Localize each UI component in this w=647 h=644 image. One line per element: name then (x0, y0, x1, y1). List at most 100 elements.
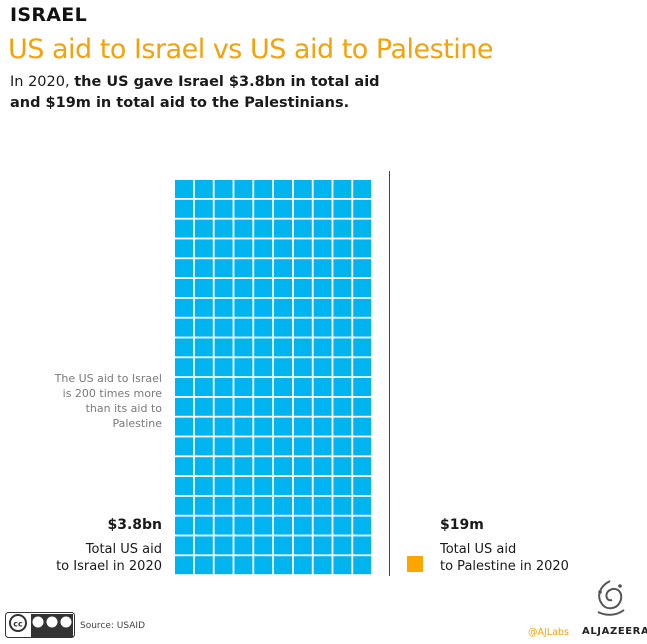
israel-waffle-square (234, 259, 253, 278)
israel-waffle-square (254, 338, 273, 357)
israel-waffle-square (234, 318, 253, 337)
israel-waffle-square (234, 477, 253, 495)
israel-waffle-square (274, 259, 292, 278)
israel-waffle-square (214, 378, 233, 396)
israel-waffle-square (254, 536, 273, 555)
israel-waffle-square (214, 318, 233, 337)
israel-waffle-square (274, 437, 292, 456)
israel-waffle-square (313, 496, 332, 515)
palestine-square (407, 556, 423, 572)
palestine-label: Total US aid to Palestine in 2020 (440, 541, 569, 575)
israel-waffle-square (293, 516, 312, 535)
israel-waffle-square (175, 259, 193, 278)
israel-waffle-square (214, 298, 233, 317)
annotation-line: is 200 times more (62, 387, 162, 400)
israel-waffle-square (313, 457, 332, 476)
israel-waffle-square (293, 279, 312, 297)
israel-waffle-square (254, 457, 273, 476)
israel-waffle-square (333, 417, 352, 436)
israel-waffle-square (333, 219, 352, 238)
israel-waffle-square (254, 417, 273, 436)
israel-waffle-square (293, 437, 312, 456)
israel-waffle-square (175, 496, 193, 515)
israel-waffle-square (274, 298, 292, 317)
israel-waffle-square (234, 496, 253, 515)
israel-waffle-square (194, 397, 213, 416)
israel-waffle-square (254, 199, 273, 218)
israel-waffle-square (274, 477, 292, 495)
israel-waffle-square (274, 397, 292, 416)
israel-waffle-square (214, 180, 233, 198)
israel-waffle-square (293, 397, 312, 416)
israel-waffle-square (254, 477, 273, 495)
israel-waffle-square (353, 516, 372, 535)
israel-waffle-square (353, 358, 372, 377)
israel-waffle-square (214, 358, 233, 377)
israel-waffle-square (353, 318, 372, 337)
israel-waffle-square (333, 378, 352, 396)
israel-waffle-square (353, 536, 372, 555)
israel-waffle-square (353, 417, 372, 436)
israel-waffle-square (175, 219, 193, 238)
israel-waffle-square (293, 239, 312, 258)
israel-waffle-square (194, 417, 213, 436)
israel-waffle-square (254, 496, 273, 515)
israel-waffle-square (194, 536, 213, 555)
israel-waffle-square (353, 556, 372, 575)
israel-waffle-square (293, 496, 312, 515)
israel-waffle-square (333, 318, 352, 337)
chart-title: US aid to Israel vs US aid to Palestine (8, 34, 493, 65)
israel-waffle-square (194, 378, 213, 396)
israel-waffle-square (194, 199, 213, 218)
subtitle-bold-line1: the US gave Israel $3.8bn in total aid (74, 74, 380, 90)
israel-waffle-square (175, 318, 193, 337)
israel-waffle-square (234, 417, 253, 436)
israel-waffle-square (293, 556, 312, 575)
israel-waffle-square (175, 477, 193, 495)
israel-waffle-square (293, 457, 312, 476)
israel-waffle-square (274, 556, 292, 575)
israel-waffle-square (214, 536, 233, 555)
israel-waffle-square (234, 397, 253, 416)
israel-waffle-square (353, 397, 372, 416)
israel-waffle-square (194, 477, 213, 495)
israel-waffle-square (254, 437, 273, 456)
israel-waffle-square (234, 219, 253, 238)
israel-waffle-square (313, 397, 332, 416)
aljazeera-logo-icon (597, 580, 625, 616)
israel-waffle-square (274, 496, 292, 515)
israel-waffle-square (353, 437, 372, 456)
israel-waffle-square (333, 279, 352, 297)
israel-waffle-square (175, 536, 193, 555)
israel-waffle-square (254, 279, 273, 297)
creative-commons-license-icon: cc (5, 612, 75, 638)
israel-waffle-square (175, 358, 193, 377)
israel-waffle-square (333, 516, 352, 535)
israel-waffle-square (274, 180, 292, 198)
israel-waffle-square (293, 358, 312, 377)
israel-waffle-square (333, 259, 352, 278)
israel-waffle-square (353, 338, 372, 357)
annotation-line: than its aid to (85, 402, 162, 415)
israel-waffle-square (353, 457, 372, 476)
israel-waffle-square (214, 516, 233, 535)
israel-waffle-square (274, 318, 292, 337)
israel-waffle-square (175, 457, 193, 476)
israel-waffle-square (194, 298, 213, 317)
israel-waffle-square (234, 358, 253, 377)
israel-waffle-square (194, 496, 213, 515)
israel-waffle-square (274, 378, 292, 396)
israel-waffle-square (234, 378, 253, 396)
israel-waffle-square (293, 536, 312, 555)
israel-waffle-square (194, 516, 213, 535)
israel-waffle-square (274, 358, 292, 377)
israel-waffle-square (293, 298, 312, 317)
israel-waffle-square (254, 259, 273, 278)
israel-waffle-square (313, 199, 332, 218)
israel-waffle-square (293, 338, 312, 357)
israel-waffle-square (234, 457, 253, 476)
israel-waffle-square (313, 516, 332, 535)
israel-waffle-square (214, 457, 233, 476)
israel-waffle-square (175, 338, 193, 357)
israel-waffle-square (175, 417, 193, 436)
